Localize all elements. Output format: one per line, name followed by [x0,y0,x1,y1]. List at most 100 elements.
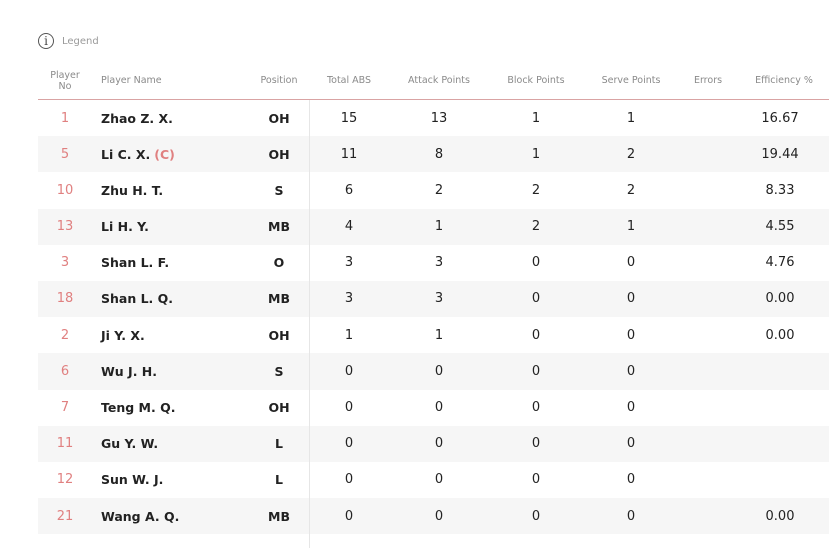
header-total-abs[interactable]: Total ABS [326,75,372,86]
cell-player-no: 7 [60,400,70,415]
cell-position: MB [268,219,290,235]
cell-attack-points: 1 [434,219,444,235]
cell-block-points: 0 [531,291,541,307]
cell-serve-points: 0 [626,327,636,343]
cell-player-no: 18 [56,291,74,307]
cell-errors [683,136,733,172]
cell-block-points: 1 [531,110,541,126]
table-row[interactable]: 2 Ji Y. X. OH 1 1 0 0 0.00 [38,317,829,353]
cell-efficiency: 0.00 [765,327,795,343]
cell-player-name: Shan L. F. [101,255,170,271]
cell-efficiency: 0.00 [765,291,795,307]
cell-efficiency [742,426,818,462]
cell-total-abs: 4 [344,219,354,235]
cell-attack-points: 1 [434,327,444,343]
cell-player-name: Sun W. J. [101,472,164,488]
cell-errors [683,209,733,245]
cell-errors [683,498,733,534]
header-attack-points[interactable]: Attack Points [408,75,470,86]
header-player-name[interactable]: Player Name [101,75,162,86]
cell-total-abs: 0 [344,400,354,415]
cell-total-abs: 0 [344,472,354,488]
cell-player-no: 10 [56,182,74,198]
cell-player-no: 21 [56,508,74,524]
cell-serve-points: 0 [626,255,636,271]
cell-attack-points: 2 [434,182,444,198]
header-position[interactable]: Position [260,75,298,86]
cell-block-points: 0 [531,255,541,271]
cell-player-no: 11 [56,436,74,452]
cell-position: MB [268,291,290,307]
cell-position: OH [268,327,290,343]
cell-block-points: 2 [531,182,541,198]
cell-player-name: Gu Y. W. [101,436,159,452]
cell-efficiency [742,353,818,389]
header-efficiency[interactable]: Efficiency % [755,75,813,86]
cell-serve-points: 0 [626,436,636,452]
cell-position: S [274,363,284,379]
table-row[interactable]: 12 Sun W. J. L 0 0 0 0 [38,462,829,498]
cell-player-no: 3 [60,255,70,271]
table-row[interactable]: 18 Shan L. Q. MB 3 3 0 0 0.00 [38,280,829,318]
cell-total-abs: 0 [344,436,354,452]
cell-block-points: 1 [531,146,541,162]
cell-errors [683,426,733,462]
cell-player-name: Shan L. Q. [101,291,174,307]
cell-total-abs: 11 [340,146,358,162]
cell-errors [683,353,733,389]
cell-total-abs: 0 [344,508,354,524]
cell-position: OH [268,110,290,126]
cell-player-no: 12 [56,472,74,488]
table-row[interactable]: 6 Wu J. H. S 0 0 0 0 [38,353,829,390]
cell-efficiency: 0.00 [765,508,795,524]
cell-errors [683,281,733,317]
cell-player-no: 5 [60,146,70,162]
player-stats-table: Player No Player Name Position Total ABS … [38,62,829,548]
cell-total-abs: 3 [344,291,354,307]
cell-errors [683,390,733,426]
cell-total-abs: 3 [344,255,354,271]
table-row[interactable]: 21 Wang A. Q. MB 0 0 0 0 0.00 [38,498,829,535]
table-body: 1 Zhao Z. X. OH 15 13 1 1 16.67 5 Li C. X. (C) OH 11… [38,100,829,535]
table-row[interactable]: 7 Teng M. Q. OH 0 0 0 0 [38,390,829,426]
cell-attack-points: 13 [430,110,448,126]
cell-player-no: 1 [60,110,70,126]
cell-efficiency: 4.55 [765,219,795,235]
cell-player-name: Teng M. Q. [101,400,176,415]
table-row[interactable]: 3 Shan L. F. O 3 3 0 0 4.76 [38,245,829,281]
cell-efficiency [742,462,818,498]
cell-attack-points: 0 [434,400,444,415]
info-icon[interactable]: i [38,33,54,49]
cell-player-no: 13 [56,219,74,235]
table-row[interactable]: 1 Zhao Z. X. OH 15 13 1 1 16.67 [38,100,829,136]
cell-position: MB [268,508,290,524]
table-row[interactable]: 10 Zhu H. T. S 6 2 2 2 8.33 [38,172,829,208]
cell-attack-points: 0 [434,508,444,524]
header-errors[interactable]: Errors [693,75,723,86]
table-header: Player No Player Name Position Total ABS … [38,62,829,100]
cell-serve-points: 0 [626,508,636,524]
table-row[interactable]: 5 Li C. X. (C) OH 11 8 1 2 19.44 [38,136,829,173]
table-row[interactable]: 13 Li H. Y. MB 4 1 2 1 4.55 [38,208,829,245]
cell-block-points: 0 [531,400,541,415]
cell-position: O [273,255,285,271]
table-row[interactable]: 11 Gu Y. W. L 0 0 0 0 [38,425,829,462]
cell-player-name: Zhao Z. X. [101,110,173,126]
legend-toggle[interactable]: i Legend [38,33,99,49]
cell-player-name: Wang A. Q. [101,508,180,524]
cell-attack-points: 3 [434,255,444,271]
header-player-no[interactable]: Player No [50,69,80,92]
cell-efficiency: 8.33 [765,182,795,198]
cell-efficiency: 19.44 [761,146,799,162]
cell-total-abs: 15 [340,110,358,126]
cell-serve-points: 1 [626,219,636,235]
cell-block-points: 0 [531,363,541,379]
cell-attack-points: 0 [434,363,444,379]
cell-position: OH [268,400,290,415]
header-block-points[interactable]: Block Points [507,75,565,86]
cell-player-name: Li H. Y. [101,219,149,235]
header-serve-points[interactable]: Serve Points [601,75,661,86]
cell-serve-points: 0 [626,472,636,488]
cell-player-name: Zhu H. T. [101,182,164,198]
cell-attack-points: 0 [434,472,444,488]
